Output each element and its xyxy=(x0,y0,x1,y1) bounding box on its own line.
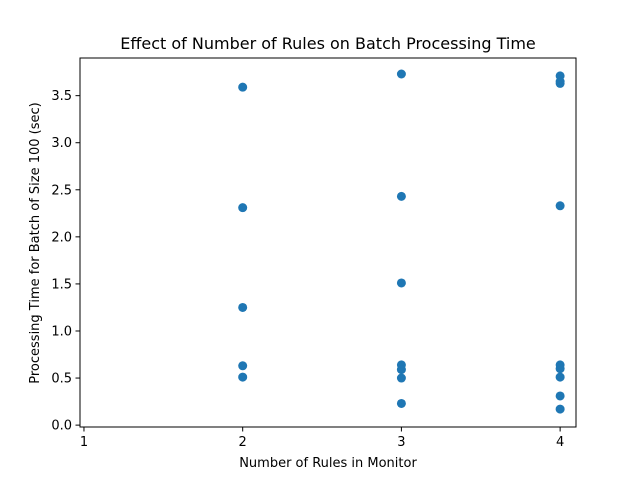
y-tick-label: 0.0 xyxy=(51,419,72,434)
data-point xyxy=(396,191,406,201)
y-tick-label: 1.5 xyxy=(51,277,72,292)
y-tick-label: 1.0 xyxy=(51,324,72,339)
data-point xyxy=(238,372,248,382)
y-tick-label: 0.5 xyxy=(51,372,72,387)
data-point xyxy=(238,361,248,371)
x-tick-label: 2 xyxy=(239,435,247,450)
data-point xyxy=(238,302,248,312)
y-tick-label: 3.5 xyxy=(51,89,72,104)
data-point xyxy=(555,372,565,382)
x-tick-label: 1 xyxy=(80,435,88,450)
data-point xyxy=(555,404,565,414)
x-axis: 1 2 3 4 xyxy=(80,427,564,450)
data-point xyxy=(555,364,565,374)
plot-area xyxy=(79,57,577,428)
plot-frame xyxy=(79,57,577,428)
y-tick-label: 3.0 xyxy=(51,136,72,151)
data-point xyxy=(396,373,406,383)
data-point xyxy=(396,398,406,408)
x-tick-label: 4 xyxy=(556,435,564,450)
data-point xyxy=(555,201,565,211)
x-tick-label: 3 xyxy=(397,435,405,450)
data-point xyxy=(555,78,565,88)
data-point xyxy=(238,82,248,92)
y-tick-label: 2.5 xyxy=(51,183,72,198)
y-axis-label: Processing Time for Batch of Size 100 (s… xyxy=(28,102,43,384)
y-tick-label: 2.0 xyxy=(51,230,72,245)
chart-title: Effect of Number of Rules on Batch Proce… xyxy=(120,34,536,53)
data-point xyxy=(396,278,406,288)
y-axis: 0.0 0.5 1.0 1.5 2.0 2.5 3.0 3.5 xyxy=(51,89,80,434)
data-point xyxy=(555,391,565,401)
data-point xyxy=(396,69,406,79)
data-point xyxy=(238,203,248,213)
data-point xyxy=(396,365,406,375)
x-axis-label: Number of Rules in Monitor xyxy=(239,456,417,471)
